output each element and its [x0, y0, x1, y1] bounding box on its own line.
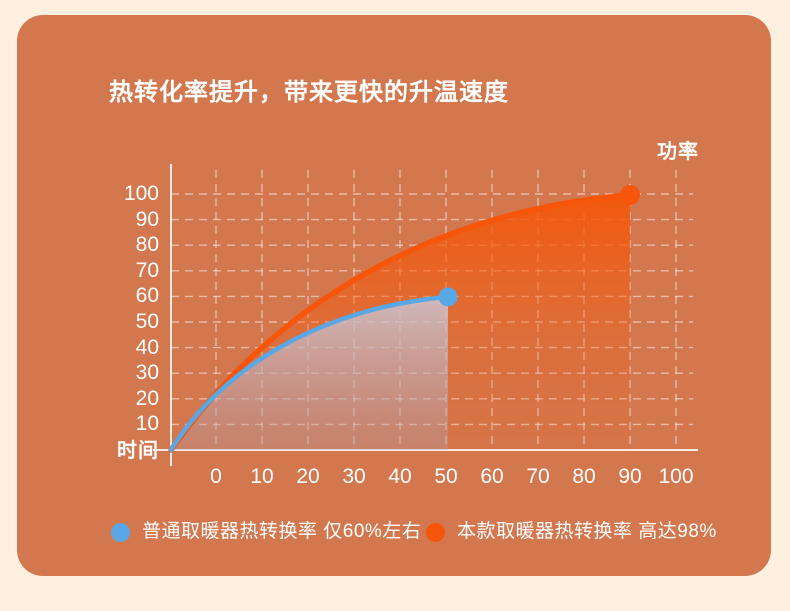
x-tick-label: 70 [526, 465, 550, 488]
y-tick-label: 40 [135, 336, 159, 359]
x-tick-label: 20 [296, 465, 320, 488]
end-dot-premium-heater [620, 185, 640, 205]
legend-dot-blue-icon [111, 522, 130, 542]
x-tick-label: 100 [658, 465, 694, 488]
x-tick-label: 50 [434, 465, 458, 488]
x-tick-label: 90 [618, 465, 642, 488]
line-chart [153, 164, 698, 466]
area-fill-ordinary-heater [171, 297, 448, 450]
legend-label: 本款取暖器热转换率 高达98% [457, 521, 717, 542]
y-tick-label: 10 [135, 412, 159, 435]
x-tick-label: 60 [480, 465, 504, 488]
chart-card: 热转化率提升，带来更快的升温速度 功率 1 [17, 15, 771, 576]
y-tick-label: 80 [135, 233, 159, 256]
y-tick-label: 70 [135, 259, 159, 282]
legend-item-ordinary-heater: 普通取暖器热转换率 仅60%左右 [111, 520, 421, 544]
x-axis-label-time: 时间 [117, 440, 159, 462]
y-tick-label: 50 [135, 310, 159, 333]
legend-label: 普通取暖器热转换率 仅60%左右 [142, 521, 422, 542]
y-tick-label: 30 [135, 361, 159, 384]
y-tick-label: 60 [135, 284, 159, 307]
x-tick-label: 30 [342, 465, 366, 488]
y-tick-label: 100 [123, 182, 159, 205]
x-tick-label: 80 [572, 465, 596, 488]
end-dot-ordinary-heater [438, 287, 458, 307]
legend-dot-orange-icon [426, 522, 445, 542]
x-tick-label: 0 [210, 465, 222, 488]
y-axis-label-power: 功率 [657, 141, 699, 163]
curve-ordinary-heater [168, 294, 451, 453]
page-title: 热转化率提升，带来更快的升温速度 [109, 79, 509, 106]
x-tick-label: 10 [250, 465, 274, 488]
legend-item-premium-heater: 本款取暖器热转换率 高达98% [426, 520, 717, 544]
y-tick-label: 90 [135, 208, 159, 231]
x-tick-label: 40 [388, 465, 412, 488]
y-tick-label: 20 [135, 387, 159, 410]
